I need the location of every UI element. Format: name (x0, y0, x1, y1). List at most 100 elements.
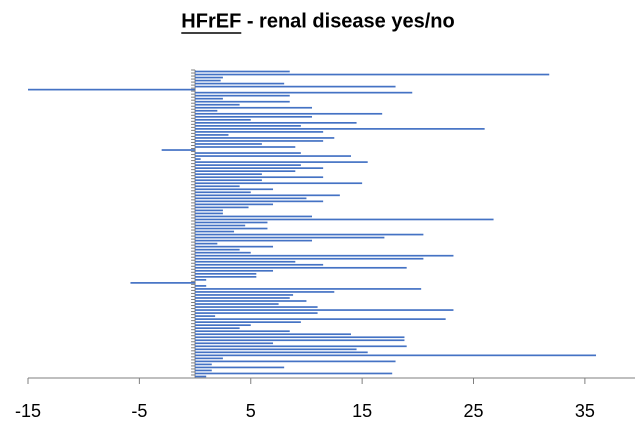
bar (195, 103, 240, 106)
bar (195, 251, 251, 254)
bar (195, 275, 257, 278)
bar (195, 125, 301, 127)
bar (195, 291, 335, 293)
x-tick-label: -5 (131, 401, 147, 421)
bar (195, 327, 240, 330)
bar (195, 336, 405, 339)
bar (195, 85, 396, 88)
bar (195, 173, 262, 176)
bar (195, 155, 351, 157)
bar (195, 351, 368, 354)
bar (195, 318, 446, 320)
bar (195, 164, 301, 166)
bar (195, 263, 324, 266)
bar (195, 230, 235, 233)
bar (195, 309, 454, 311)
bar (195, 306, 318, 308)
bar (195, 269, 274, 272)
bar (195, 266, 407, 269)
bar (195, 372, 393, 375)
bar (195, 254, 454, 257)
bar (195, 330, 290, 333)
bar (195, 131, 324, 133)
bar (195, 185, 240, 188)
bar (195, 321, 301, 323)
bar (195, 209, 223, 212)
bar (195, 279, 207, 281)
bar (195, 333, 351, 336)
bar (195, 203, 274, 206)
bar (130, 282, 196, 284)
bar (195, 191, 251, 194)
bar (195, 221, 268, 224)
bar (161, 149, 196, 151)
bar (195, 324, 251, 327)
bar (195, 242, 218, 245)
bar (195, 224, 246, 227)
x-tick-label: 5 (246, 401, 256, 421)
bar (195, 206, 249, 209)
bar (195, 112, 383, 115)
bar (195, 161, 368, 163)
bar (195, 140, 324, 142)
bar (195, 360, 396, 363)
bar (195, 227, 268, 230)
bar (195, 239, 313, 242)
bar (195, 100, 290, 103)
bar (195, 134, 229, 136)
bar (195, 348, 357, 351)
bar (195, 76, 223, 79)
bar (195, 97, 223, 100)
bar (195, 91, 413, 94)
bar (195, 200, 324, 203)
bar (195, 366, 285, 369)
bar (195, 363, 212, 366)
bar (195, 146, 296, 148)
bar (195, 294, 294, 296)
bar (195, 94, 290, 97)
bar (195, 137, 335, 139)
bar (195, 212, 223, 215)
bar (195, 194, 340, 197)
x-tick-label: -15 (15, 401, 41, 421)
bar (195, 73, 550, 76)
bar (195, 315, 216, 317)
bar (195, 115, 313, 118)
bar (195, 233, 424, 236)
bar (195, 345, 407, 348)
bar (195, 339, 405, 342)
bar (195, 158, 201, 160)
bar (195, 215, 313, 218)
bar (195, 257, 424, 260)
bar (195, 300, 307, 302)
bar (195, 303, 279, 305)
bar (195, 70, 290, 73)
bar (195, 152, 301, 154)
bar (195, 197, 307, 200)
bar (195, 218, 494, 221)
bar (195, 248, 240, 251)
bar (28, 88, 196, 91)
bar (195, 188, 274, 191)
bar (195, 170, 296, 173)
bar (195, 375, 207, 378)
bar (195, 342, 274, 345)
x-tick-label: 25 (463, 401, 483, 421)
bar (195, 109, 218, 112)
bar (195, 236, 385, 239)
bar (195, 245, 274, 248)
bar (195, 121, 357, 124)
bar (195, 179, 262, 182)
bar (195, 118, 251, 121)
bar (195, 82, 285, 85)
bar (195, 297, 290, 299)
bar (195, 79, 221, 82)
x-tick-label: 35 (575, 401, 595, 421)
bar (195, 354, 597, 357)
bar (195, 182, 363, 185)
x-tick-label: 15 (352, 401, 372, 421)
bar (195, 167, 324, 169)
bar (195, 357, 223, 360)
